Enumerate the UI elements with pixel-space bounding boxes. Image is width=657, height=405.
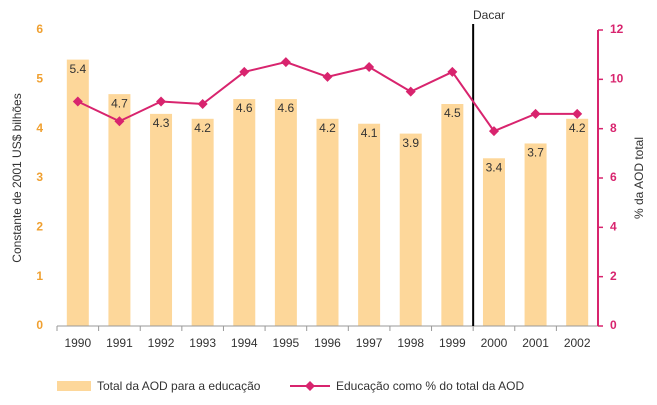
y2-tick-label: 2: [610, 269, 617, 283]
x-tick-label: 1999: [439, 336, 466, 350]
x-tick-label: 2001: [522, 336, 549, 350]
y2-tick-label: 6: [610, 170, 617, 184]
line-marker: [72, 96, 83, 107]
y-tick-label: 6: [36, 22, 43, 36]
y2-tick-label: 8: [610, 121, 617, 135]
bar: [316, 118, 339, 326]
x-tick-label: 1998: [397, 336, 424, 350]
line-marker: [488, 126, 499, 137]
value-label: 4.2: [194, 121, 211, 135]
line-marker: [156, 96, 167, 107]
value-label: 3.9: [402, 136, 419, 150]
value-label: 4.3: [153, 116, 170, 130]
value-label: 3.7: [527, 146, 544, 160]
bar: [108, 94, 131, 326]
line-marker: [572, 108, 583, 119]
x-tick-label: 1990: [64, 336, 91, 350]
line-marker: [530, 108, 541, 119]
y-tick-label: 1: [36, 269, 43, 283]
bar: [399, 133, 422, 326]
x-tick-label: 1992: [148, 336, 175, 350]
y-tick-label: 0: [36, 318, 43, 332]
line-marker: [364, 62, 375, 72]
bar: [441, 104, 464, 326]
y-tick-label: 2: [36, 220, 43, 234]
y2-tick-label: 4: [610, 220, 617, 234]
x-tick-label: 2000: [481, 336, 508, 350]
value-label: 4.6: [236, 101, 253, 115]
x-tick-label: 2002: [564, 336, 591, 350]
y-tick-label: 3: [36, 170, 43, 184]
line-marker: [280, 57, 291, 68]
bar: [150, 113, 173, 326]
value-label: 4.7: [111, 96, 128, 110]
line-marker: [447, 66, 458, 77]
y2-tick-label: 12: [610, 22, 624, 36]
y2-tick-label: 10: [610, 72, 624, 86]
bar: [233, 99, 256, 326]
value-label: 4.2: [569, 121, 586, 135]
bar: [482, 158, 505, 326]
legend-swatch: [305, 381, 315, 391]
line-marker: [239, 66, 250, 77]
value-label: 3.4: [486, 160, 503, 174]
x-tick-label: 1996: [314, 336, 341, 350]
value-label: 4.6: [278, 101, 295, 115]
y-tick-label: 5: [36, 72, 43, 86]
bar: [191, 118, 214, 326]
y-tick-label: 4: [36, 121, 43, 135]
line-marker: [405, 86, 416, 97]
line-marker: [114, 116, 125, 127]
y2-axis-label: % da AOD total: [632, 137, 646, 219]
y2-tick-label: 0: [610, 318, 617, 332]
value-label: 4.2: [319, 121, 336, 135]
y-axis-label: Constante de 2001 US$ bilhões: [10, 93, 24, 262]
value-label: 5.4: [69, 62, 86, 76]
x-tick-label: 1993: [189, 336, 216, 350]
value-label: 4.5: [444, 106, 461, 120]
annotation: Dacar: [473, 8, 505, 22]
bar: [358, 123, 381, 326]
bar: [524, 143, 547, 326]
value-label: 4.1: [361, 126, 378, 140]
x-tick-label: 1994: [231, 336, 258, 350]
x-tick-label: 1991: [106, 336, 133, 350]
x-tick-label: 1995: [273, 336, 300, 350]
line-marker: [197, 99, 208, 109]
bar: [566, 118, 589, 326]
bar: [274, 99, 297, 326]
bar: [66, 59, 89, 326]
legend-swatch: [57, 381, 91, 391]
x-tick-label: 1997: [356, 336, 383, 350]
line-marker: [322, 71, 333, 82]
legend-label: Total da AOD para a educação: [97, 379, 261, 393]
legend-label: Educação como % do total da AOD: [336, 379, 524, 393]
